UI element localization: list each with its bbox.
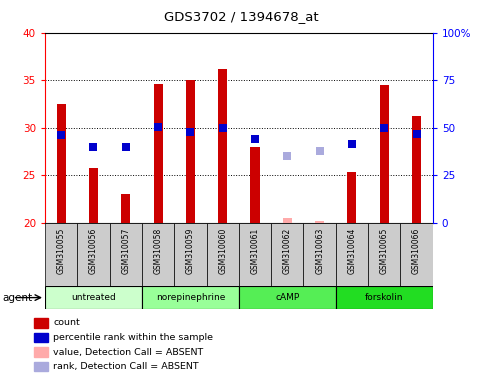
Point — [57, 132, 65, 138]
Point — [186, 129, 194, 136]
Bar — [45, 286, 142, 309]
Text: value, Detection Call = ABSENT: value, Detection Call = ABSENT — [53, 348, 203, 357]
Text: GSM310056: GSM310056 — [89, 228, 98, 274]
Bar — [142, 223, 174, 286]
Bar — [218, 69, 227, 223]
Text: rank, Detection Call = ABSENT: rank, Detection Call = ABSENT — [53, 362, 199, 371]
Bar — [239, 286, 336, 309]
Point — [122, 144, 129, 150]
Bar — [251, 147, 259, 223]
Bar — [336, 286, 433, 309]
Text: GSM310060: GSM310060 — [218, 228, 227, 274]
Text: GSM310061: GSM310061 — [251, 228, 259, 274]
Bar — [154, 84, 163, 223]
Bar — [207, 223, 239, 286]
Text: GSM310058: GSM310058 — [154, 228, 163, 274]
Bar — [121, 194, 130, 223]
Text: forskolin: forskolin — [365, 293, 403, 302]
Point — [219, 124, 227, 131]
Bar — [303, 223, 336, 286]
Bar — [110, 223, 142, 286]
Text: agent: agent — [2, 293, 32, 303]
Bar — [186, 80, 195, 223]
Bar — [271, 223, 303, 286]
Bar — [336, 223, 368, 286]
Bar — [347, 172, 356, 223]
Point — [154, 124, 162, 130]
Text: cAMP: cAMP — [275, 293, 299, 302]
Bar — [239, 223, 271, 286]
Bar — [57, 104, 66, 223]
Bar — [380, 85, 389, 223]
Point — [413, 131, 421, 137]
Text: GSM310055: GSM310055 — [57, 228, 66, 274]
Point — [348, 141, 356, 147]
Text: GSM310062: GSM310062 — [283, 228, 292, 274]
Point — [284, 153, 291, 159]
Point — [251, 136, 259, 142]
Text: GSM310059: GSM310059 — [186, 228, 195, 274]
Text: GSM310063: GSM310063 — [315, 228, 324, 274]
Bar — [45, 223, 77, 286]
Bar — [142, 286, 239, 309]
Bar — [400, 223, 433, 286]
Bar — [315, 221, 324, 223]
Point — [381, 124, 388, 131]
Text: untreated: untreated — [71, 293, 116, 302]
Text: percentile rank within the sample: percentile rank within the sample — [53, 333, 213, 342]
Text: GSM310057: GSM310057 — [121, 228, 130, 274]
Bar — [77, 223, 110, 286]
Text: GSM310066: GSM310066 — [412, 228, 421, 274]
Bar — [283, 218, 292, 223]
Text: GSM310065: GSM310065 — [380, 228, 389, 274]
Text: GDS3702 / 1394678_at: GDS3702 / 1394678_at — [164, 10, 319, 23]
Text: count: count — [53, 318, 80, 328]
Bar — [412, 116, 421, 223]
Bar — [368, 223, 400, 286]
Bar — [89, 167, 98, 223]
Point — [316, 148, 324, 154]
Text: GSM310064: GSM310064 — [347, 228, 356, 274]
Point — [89, 144, 97, 150]
Bar — [174, 223, 207, 286]
Text: norepinephrine: norepinephrine — [156, 293, 225, 302]
